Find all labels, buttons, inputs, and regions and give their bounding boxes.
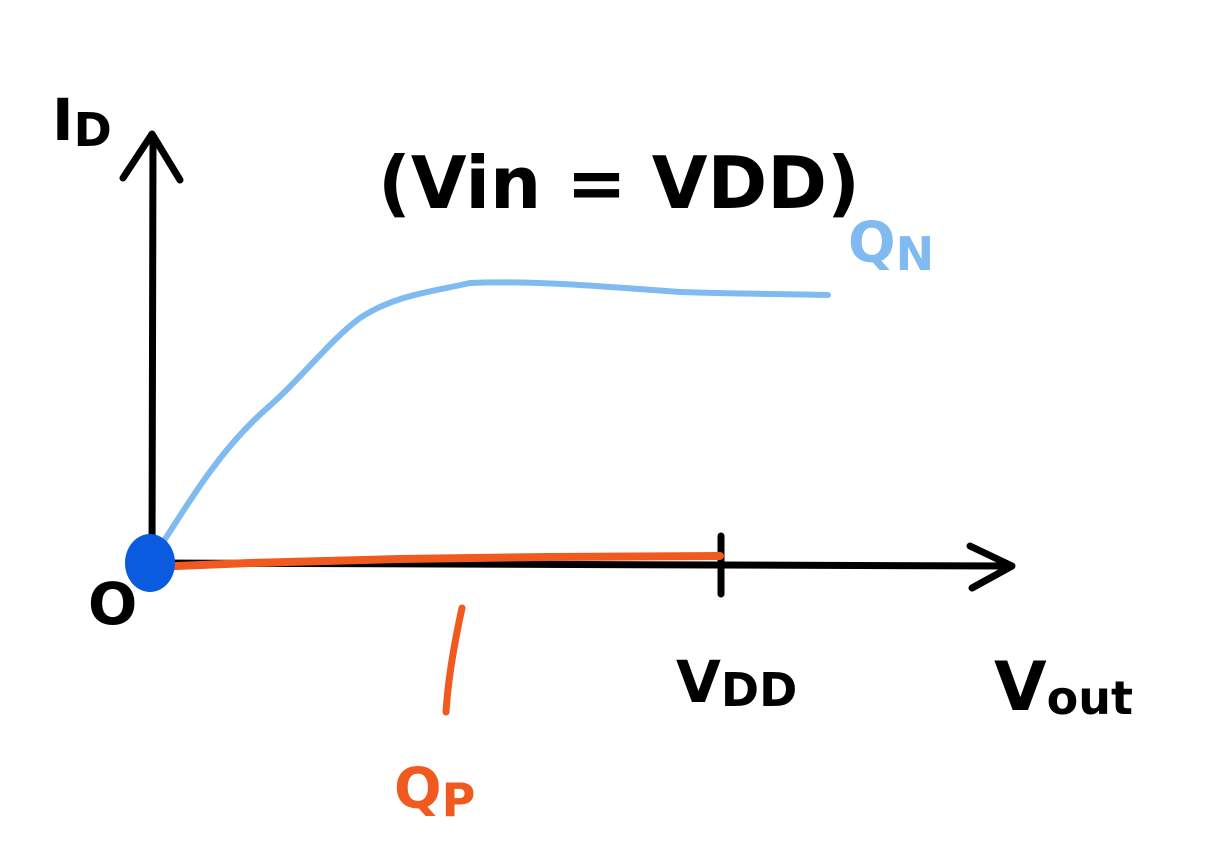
vdd-tick-label-sub: DD [721, 663, 797, 717]
x-axis-label: Vout [994, 648, 1133, 727]
vdd-tick-label-main: V [676, 648, 721, 716]
y-axis-label: ID [52, 86, 112, 157]
qp-curve [148, 552, 724, 571]
qn-label-main: Q [848, 211, 896, 276]
x-axis-arrowhead [966, 542, 1016, 592]
qn-curve [152, 279, 831, 558]
qp-label-main: Q [394, 757, 442, 822]
vdd-tick-label: VDD [676, 648, 797, 717]
qn-label-sub: N [896, 227, 935, 281]
y-axis-label-main: I [52, 86, 74, 154]
x-axis-label-main: V [994, 648, 1047, 727]
qn-label: QN [848, 211, 934, 281]
origin-label: O [88, 570, 137, 638]
origin-point [125, 534, 175, 592]
x-axis-label-sub: out [1047, 671, 1133, 725]
y-axis-arrowhead [119, 130, 184, 184]
y-axis-line [148, 134, 157, 564]
qp-label-sub: P [442, 773, 476, 827]
diagram-title: (Vin = VDD) [378, 141, 860, 225]
y-axis [119, 130, 184, 564]
y-axis-label-sub: D [74, 103, 112, 157]
qp-label: QP [394, 757, 475, 827]
qp-pointer-line [442, 604, 466, 716]
